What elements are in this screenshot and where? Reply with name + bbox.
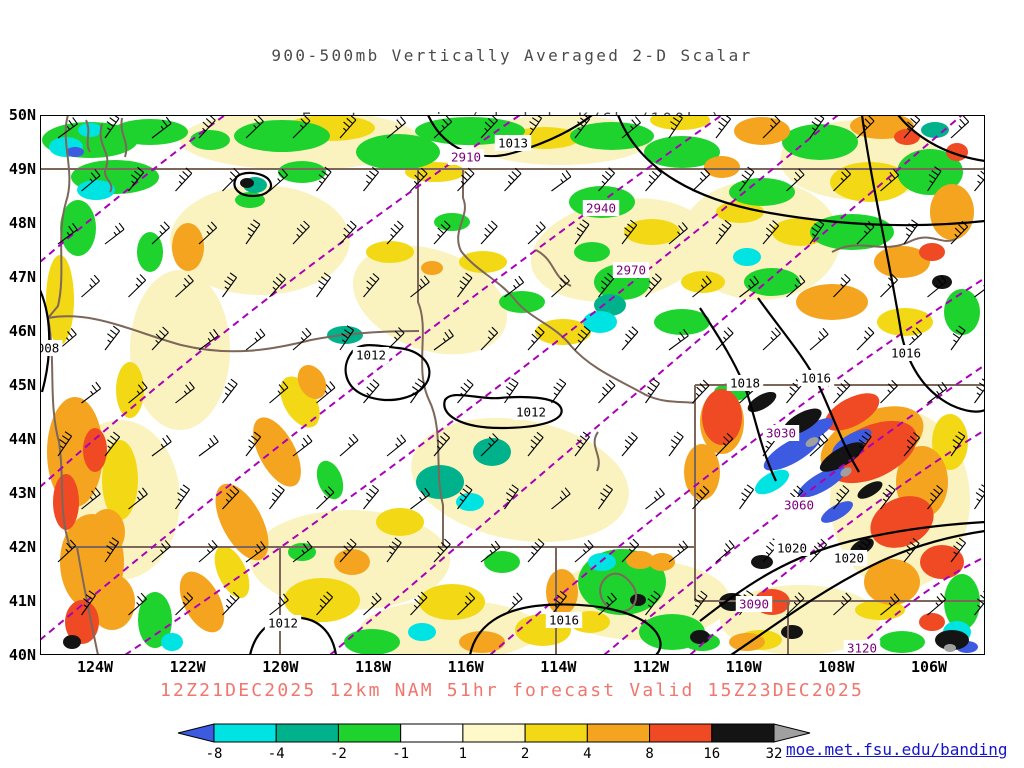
lat-label: 43N: [8, 484, 36, 502]
mslp-contour-label: 1020: [834, 551, 864, 566]
mslp-contour-label: 1016: [891, 346, 921, 361]
mslp-contour-label: 008: [40, 341, 59, 356]
height-contour-label: 3030: [766, 426, 796, 441]
lat-label: 49N: [8, 160, 36, 178]
lat-label: 44N: [8, 430, 36, 448]
lon-label: 122W: [169, 658, 206, 676]
forecast-info: 12Z21DEC2025 12km NAM 51hr forecast Vali…: [160, 680, 864, 701]
colorbar-tick-label: 8: [645, 746, 653, 762]
lon-label: 112W: [632, 658, 670, 676]
mslp-contour-label: 1012: [516, 405, 546, 420]
colorbar-cell: [649, 723, 713, 743]
height-contour-label: 3090: [739, 597, 769, 612]
title-line-1: 900-500mb Vertically Averaged 2-D Scalar: [271, 46, 753, 65]
lon-label: 114W: [540, 658, 577, 676]
lat-label: 41N: [8, 592, 36, 610]
colorbar-tick-label: -8: [206, 746, 223, 762]
colorbar-tick-label: -4: [268, 746, 285, 762]
lon-label: 106W: [910, 658, 948, 676]
colorbar-tick-label: 4: [583, 746, 591, 762]
weather-map: 008 1013 1012 1012 1016 1016 1018 1020 1020 1012 1…: [39, 114, 986, 656]
credit-link[interactable]: moe.met.fsu.edu/banding: [786, 740, 1008, 759]
colorbar-cell: [586, 723, 651, 743]
lat-label: 47N: [8, 268, 36, 286]
colorbar-cell: [524, 723, 588, 743]
colorbar-tick-label: 1: [459, 746, 467, 762]
colorbar-tick-label: 16: [703, 746, 720, 762]
lon-label: 118W: [354, 658, 392, 676]
colorbar-cell: [711, 723, 775, 743]
weather-map-canvas: 008 1013 1012 1012 1016 1016 1018 1020 1020 1012 1…: [39, 114, 986, 656]
lat-label: 46N: [8, 322, 36, 340]
contour-labels: 008 1013 1012 1012 1016 1016 1018 1020 1020 1012 1…: [40, 135, 925, 656]
colorbar-cell: [275, 723, 339, 743]
colorbar-tick-label: 32: [766, 746, 783, 762]
colorbar-cell: [400, 723, 464, 743]
colorbar-tick-label: -2: [330, 746, 347, 762]
colorbar-tick-label: 2: [521, 746, 529, 762]
colorbar-cell: [337, 723, 402, 743]
lon-label: 124W: [76, 658, 114, 676]
lat-label: 42N: [8, 538, 36, 556]
height-contour-label: 2970: [616, 263, 646, 278]
height-contour-label: 2940: [586, 201, 616, 216]
lat-label: 45N: [8, 376, 36, 394]
lon-label: 108W: [818, 658, 855, 676]
mslp-contour-label: 1018: [730, 376, 760, 391]
mslp-contour-label: 1016: [549, 613, 579, 628]
mslp-contour-label: 1012: [356, 348, 386, 363]
mslp-contour-label: 1016: [801, 371, 831, 386]
lon-label: 116W: [447, 658, 484, 676]
height-contour-label: 3060: [784, 498, 814, 513]
mslp-contour-label: 1020: [777, 541, 807, 556]
height-contours: [40, 115, 985, 655]
colorbar-legend: -8 -4 -2 -1 1 2 4 8 16 32: [177, 723, 811, 762]
lon-label: 120W: [262, 658, 299, 676]
colorbar-cell: [213, 723, 277, 743]
wind-barbs: [57, 115, 985, 616]
colorbar-tick-label: -1: [392, 746, 409, 762]
lon-label: 110W: [725, 658, 762, 676]
colorbar-cell: [462, 723, 526, 743]
mslp-contour-label: 1012: [268, 616, 298, 631]
state-borders: [40, 115, 985, 655]
height-contour-label: 3120: [847, 641, 877, 656]
lat-label: 48N: [8, 214, 36, 232]
height-contour-label: 2910: [451, 150, 481, 165]
lat-label: 40N: [8, 646, 36, 664]
lat-label: 50N: [8, 106, 36, 124]
mslp-contour-label: 1013: [498, 136, 528, 151]
